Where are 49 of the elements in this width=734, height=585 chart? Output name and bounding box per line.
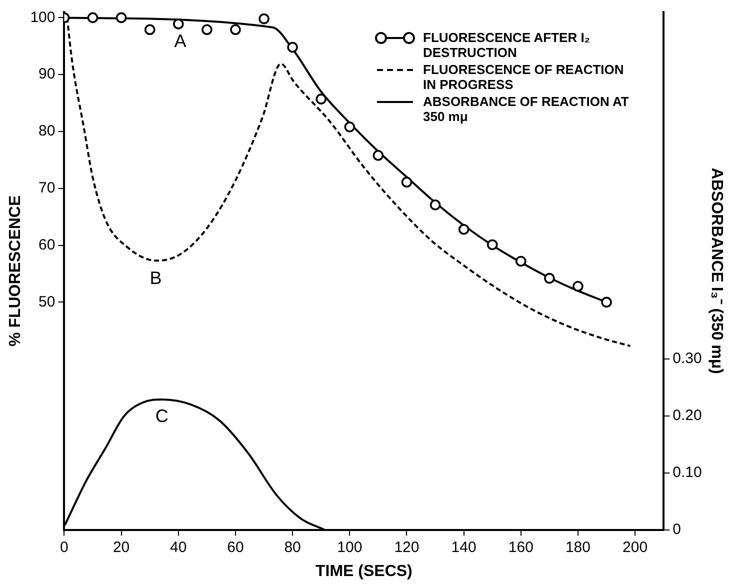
point [172, 18, 184, 30]
point [144, 24, 156, 36]
x-tick-label: 80 [284, 538, 301, 556]
y2-tick-label: 0.30 [672, 350, 702, 368]
y2-tick-label: 0.10 [672, 464, 702, 482]
x-tick-label: 160 [508, 538, 534, 556]
point [202, 24, 212, 36]
point [430, 199, 441, 210]
y-tick-label: 90 [38, 66, 56, 83]
x-tick-label: 140 [451, 538, 476, 556]
x-tick-label: 60 [227, 538, 244, 556]
annotation: C [155, 406, 168, 426]
x-tick-label: 40 [170, 538, 187, 556]
point [287, 42, 298, 53]
y-tick-label: 70 [38, 180, 56, 197]
point [486, 239, 498, 250]
point [401, 176, 412, 188]
y2-axis-title: ABSORBANCE I₃⁻ (350 mμ) [708, 168, 725, 374]
point [230, 24, 241, 36]
legend-label: FLUORESCENCE AFTER I₂ DESTRUCTION [423, 30, 592, 60]
x-tick-label: 0 [60, 538, 68, 556]
annotation: B [150, 268, 162, 288]
point [515, 256, 526, 267]
y-tick-label: 80 [38, 122, 56, 140]
point [572, 280, 584, 292]
y-axis-title: % FLUORESCENCE [7, 195, 24, 346]
point [344, 122, 356, 132]
legend-label: FLUORESCENCE OF REACTION IN PROGRESS [423, 62, 625, 92]
x-tick-label: 120 [394, 538, 420, 556]
point [544, 272, 555, 284]
point [116, 12, 127, 24]
y2-tick-label: 0 [672, 520, 681, 538]
y-tick-label: 100 [30, 8, 56, 26]
x-tick-label: 200 [622, 538, 648, 556]
x-tick-label: 100 [337, 538, 362, 556]
point [601, 296, 612, 308]
y2-tick-label: 0.20 [672, 407, 702, 424]
point [372, 150, 384, 161]
y-tick-label: 60 [38, 236, 56, 254]
point [458, 224, 470, 235]
y-tick-label: 50 [38, 293, 56, 310]
x-tick-label: 180 [565, 538, 590, 556]
x-tick-label: 20 [112, 538, 130, 556]
legend-label: ABSORBANCE OF REACTION AT 350 mμ [423, 94, 630, 124]
annotation: A [174, 30, 186, 51]
point [316, 94, 327, 104]
point [87, 12, 98, 24]
point [258, 13, 270, 24]
x-axis-title: TIME (SECS) [315, 562, 412, 580]
